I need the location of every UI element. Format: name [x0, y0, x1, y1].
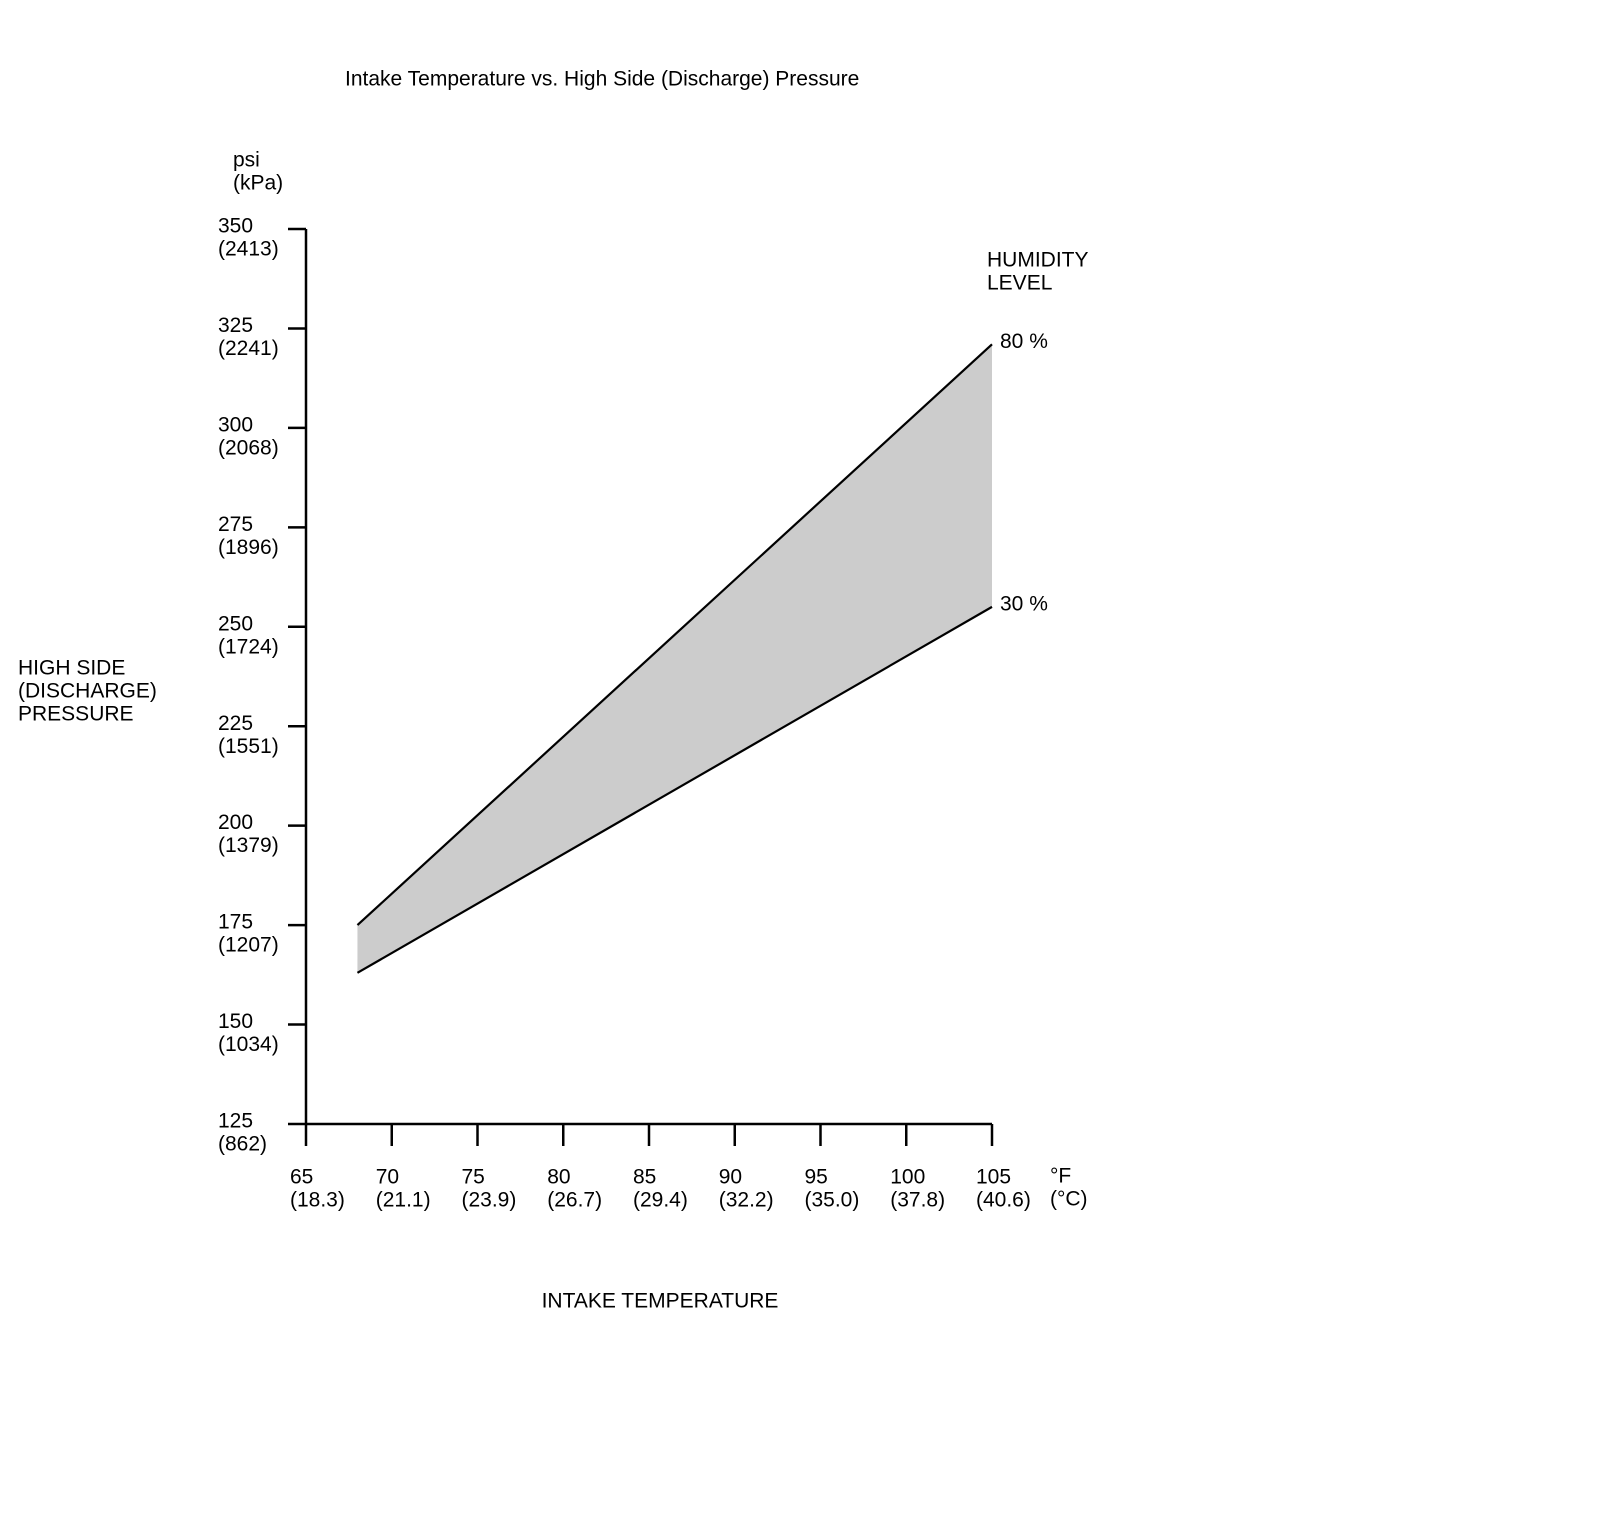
- y-tick-label: 150: [218, 1010, 253, 1033]
- y-tick-label: 125: [218, 1110, 253, 1133]
- legend-title: HUMIDITY: [987, 249, 1089, 272]
- y-tick-label: (1896): [218, 536, 279, 559]
- x-tick-label: (18.3): [290, 1189, 345, 1212]
- y-tick-label: 250: [218, 612, 253, 635]
- x-tick-label: (40.6): [976, 1189, 1031, 1212]
- y-tick-label: (1207): [218, 934, 279, 957]
- y-tick-label: (2241): [218, 337, 279, 360]
- x-tick-label: (29.4): [633, 1189, 688, 1212]
- y-tick-label: 200: [218, 811, 253, 834]
- x-tick-label: (37.8): [890, 1189, 945, 1212]
- x-tick-label: 100: [890, 1166, 925, 1189]
- y-unit: psi: [233, 149, 260, 172]
- x-tick-label: 105: [976, 1166, 1011, 1189]
- x-tick-label: (35.0): [805, 1189, 860, 1212]
- y-tick-label: 350: [218, 215, 253, 238]
- x-unit: °F: [1050, 1165, 1071, 1188]
- y-tick-label: 275: [218, 513, 253, 536]
- x-tick-label: 65: [290, 1166, 313, 1189]
- x-tick-label: (23.9): [462, 1189, 517, 1212]
- x-tick-label: 70: [376, 1166, 399, 1189]
- x-tick-label: 90: [719, 1166, 742, 1189]
- x-tick-label: (32.2): [719, 1189, 774, 1212]
- chart-title: Intake Temperature vs. High Side (Discha…: [345, 68, 859, 91]
- series-label: 30 %: [1000, 592, 1048, 615]
- series-line: [356, 605, 993, 974]
- series-label: 80 %: [1000, 330, 1048, 353]
- y-axis-title: PRESSURE: [18, 703, 134, 726]
- y-unit: (kPa): [233, 172, 283, 195]
- y-tick-label: 225: [218, 712, 253, 735]
- y-tick-label: (2413): [218, 238, 279, 261]
- y-tick-label: (1724): [218, 635, 279, 658]
- x-tick-label: 95: [805, 1166, 828, 1189]
- y-tick-label: 325: [218, 314, 253, 337]
- y-tick-label: (1379): [218, 834, 279, 857]
- y-tick-label: 300: [218, 413, 253, 436]
- y-tick-label: (1551): [218, 735, 279, 758]
- y-tick-label: (862): [218, 1133, 267, 1156]
- x-tick-label: 85: [633, 1166, 656, 1189]
- y-tick-label: 175: [218, 911, 253, 934]
- x-tick-label: 80: [547, 1166, 570, 1189]
- x-tick-label: 75: [462, 1166, 485, 1189]
- x-tick-label: (21.1): [376, 1189, 431, 1212]
- y-tick-label: (2068): [218, 436, 279, 459]
- x-tick-label: (26.7): [547, 1189, 602, 1212]
- y-tick-label: (1034): [218, 1033, 279, 1056]
- series-line: [356, 343, 993, 926]
- band-area: [357, 344, 992, 973]
- x-unit: (°C): [1050, 1188, 1088, 1211]
- y-axis-title: (DISCHARGE): [18, 680, 157, 703]
- y-axis-title: HIGH SIDE: [18, 657, 125, 680]
- legend-title: LEVEL: [987, 272, 1052, 295]
- x-axis-title: INTAKE TEMPERATURE: [542, 1290, 779, 1313]
